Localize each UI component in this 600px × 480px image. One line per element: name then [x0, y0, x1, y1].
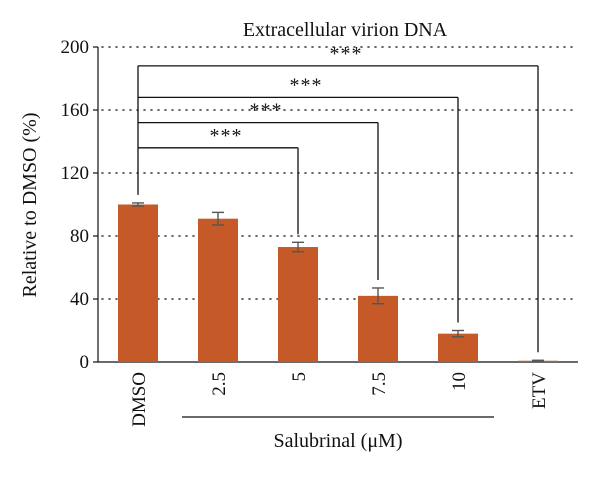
- x-tick-label: 10: [449, 372, 470, 391]
- x-tick-label: ETV: [529, 372, 550, 409]
- gridlines: [98, 46, 579, 363]
- bar: [118, 204, 158, 362]
- error-bar: [532, 359, 544, 362]
- significance-label: ***: [330, 43, 363, 65]
- error-bars: [132, 202, 544, 362]
- significance-label: ***: [290, 74, 323, 96]
- y-tick-label: 40: [70, 289, 89, 310]
- significance-bracket: ***: [138, 74, 459, 323]
- x-tick-label: 5: [289, 372, 310, 382]
- error-bar: [212, 211, 224, 226]
- significance-bracket: ***: [138, 43, 539, 353]
- significance-bracket: ***: [138, 125, 299, 235]
- chart-title: Extracellular virion DNA: [243, 19, 448, 41]
- bar: [278, 247, 318, 362]
- error-bar: [132, 202, 144, 207]
- y-tick-label: 160: [61, 100, 90, 121]
- bars: [118, 204, 558, 362]
- group-label: Salubrinal (μM): [273, 430, 402, 452]
- bar: [358, 295, 398, 362]
- y-tick-label: 80: [70, 226, 89, 247]
- group-annotation: Salubrinal (μM): [182, 416, 494, 452]
- significance-bracket: ***: [138, 100, 379, 280]
- x-tick-label: DMSO: [129, 372, 150, 427]
- y-tick-labels: 0 40 80 120 160 200: [61, 37, 98, 373]
- x-tick-labels: DMSO 2.5 5 7.5 10 ETV: [129, 372, 550, 427]
- y-axis-label: Relative to DMSO (%): [19, 113, 41, 298]
- error-bar: [452, 329, 464, 338]
- x-tick-label: 2.5: [209, 372, 230, 396]
- bar: [438, 333, 478, 362]
- y-tick-label: 200: [61, 37, 90, 58]
- y-tick-label: 0: [80, 352, 90, 373]
- significance-label: ***: [210, 125, 243, 147]
- bar: [198, 218, 238, 362]
- x-tick-label: 7.5: [369, 372, 390, 396]
- error-bar: [372, 287, 384, 305]
- significance-label: ***: [250, 100, 283, 122]
- y-tick-label: 120: [61, 163, 90, 184]
- significance-brackets: *** *** *** ***: [137, 43, 539, 353]
- error-bar: [292, 241, 304, 253]
